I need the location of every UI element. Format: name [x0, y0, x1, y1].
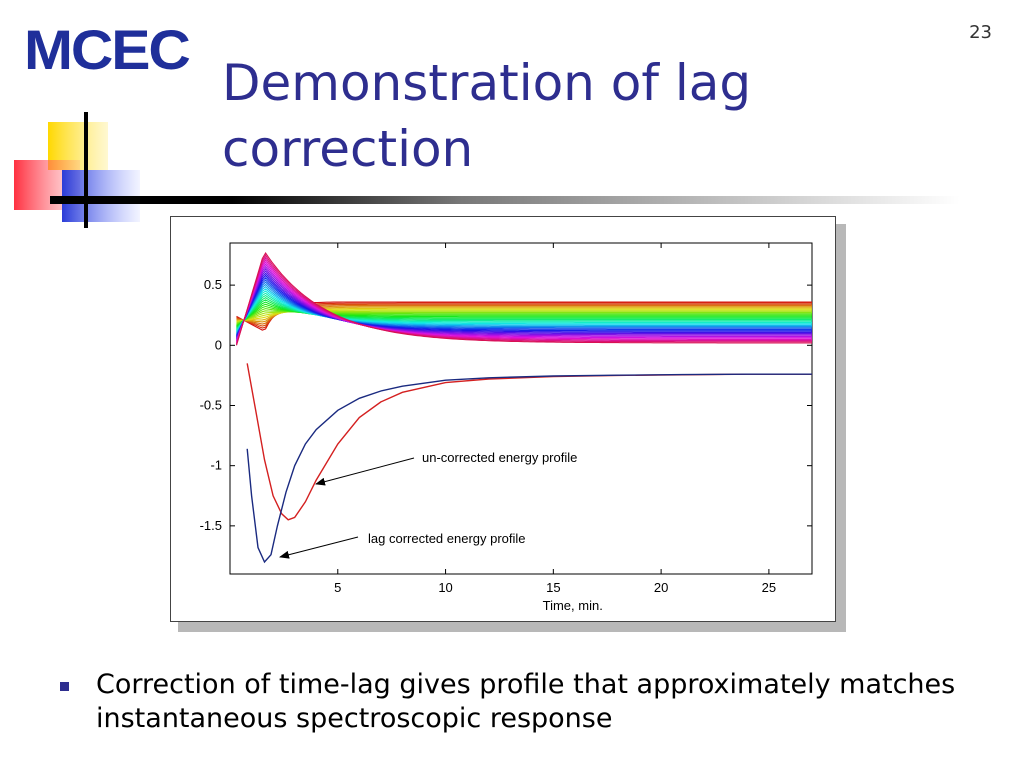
title-divider [50, 196, 960, 204]
spectral-curve-9 [236, 310, 812, 324]
spectral-curve-35 [235, 254, 812, 345]
slide-title: Demonstration of lag correction [222, 54, 752, 178]
annotation-arrow-lag-corrected [279, 536, 359, 559]
spectral-curve-36 [235, 251, 812, 346]
spectral-curve-6 [236, 307, 812, 322]
y-tick-label: 0 [215, 337, 222, 352]
x-tick-label: 20 [654, 580, 668, 595]
y-tick-label: 0.5 [204, 277, 222, 292]
bullet-text: Correction of time-lag gives profile tha… [96, 669, 956, 734]
annotation-arrow-uncorrected [315, 457, 415, 486]
x-tick-label: 25 [762, 580, 776, 595]
spectral-curve-10 [236, 310, 812, 325]
spectral-curve-5 [236, 306, 812, 323]
spectral-curve-1 [236, 301, 812, 331]
page-number: 23 [969, 22, 992, 43]
x-tick-label: 10 [438, 580, 452, 595]
spectral-curve-2 [236, 302, 812, 329]
energy-profile-chart: 5 10 15 20 25 0.5 0 -0.5 -1 -1.5 Time, min. un-corr… [200, 242, 813, 613]
mcec-logo: MCEC [24, 18, 191, 81]
y-tick-label: -1.5 [200, 518, 222, 533]
x-tick-label: 5 [334, 580, 341, 595]
annotation-uncorrected: un-corrected energy profile [422, 450, 577, 465]
annotation-lag-corrected: lag corrected energy profile [368, 531, 526, 546]
spectral-curve-7 [236, 308, 812, 322]
spectral-curve-33 [235, 258, 812, 343]
spectral-curve-3 [236, 303, 812, 327]
lag-corrected-energy-line [246, 373, 812, 564]
spectral-curve-8 [236, 309, 812, 323]
x-axis-label: Time, min. [543, 598, 603, 613]
spectral-curve-4 [236, 304, 812, 325]
y-tick-label: -0.5 [200, 397, 222, 412]
bullet-square-icon [60, 682, 69, 691]
y-tick-label: -1 [210, 458, 222, 473]
x-tick-label: 15 [546, 580, 560, 595]
plot-area [229, 242, 813, 575]
bullet-item: Correction of time-lag gives profile tha… [60, 668, 960, 736]
spectral-curve-34 [235, 256, 812, 344]
